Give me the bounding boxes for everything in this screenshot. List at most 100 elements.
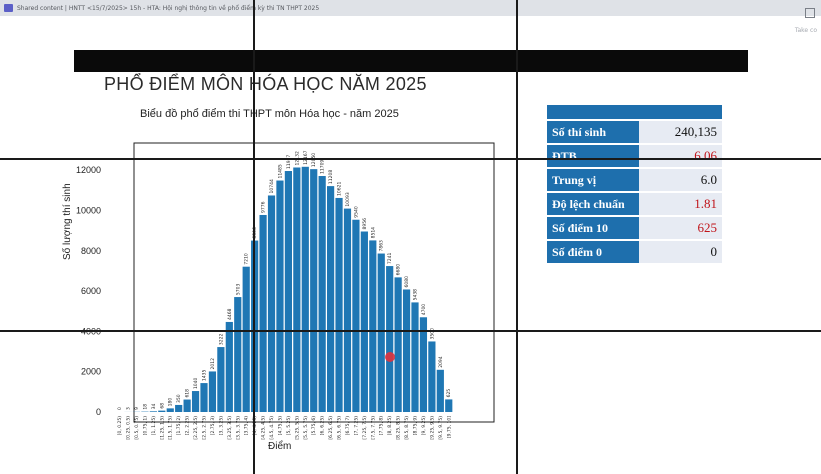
x-tick-label: [3.5, 3.75) xyxy=(235,416,241,440)
x-tick-label: [8.5, 8.75) xyxy=(404,416,410,440)
chart-bar xyxy=(293,167,301,412)
bar-value-label: 7210 xyxy=(244,253,250,265)
chart-bar xyxy=(149,411,157,412)
y-tick-label: 10000 xyxy=(76,205,101,215)
chart-bar xyxy=(369,240,377,412)
stats-label: Số điểm 10 xyxy=(547,216,639,241)
x-tick-label: [4.75, 5) xyxy=(277,416,283,435)
chart-bar xyxy=(419,317,428,412)
chart-x-ticks: [0, 0.25) [0.25, 0.5) [0.5, 0.75) [0.75, 1)… xyxy=(117,416,452,440)
stats-row: Độ lệch chuẩn 1.81 xyxy=(547,192,722,217)
stats-label: Số thí sinh xyxy=(547,120,639,145)
bar-value-label: 8506 xyxy=(252,227,258,239)
bar-value-label: 1435 xyxy=(202,369,208,381)
stats-value: 1.81 xyxy=(639,192,722,217)
bar-value-label: 11208 xyxy=(328,170,334,184)
y-tick-label: 6000 xyxy=(81,286,101,296)
x-tick-label: [2, 2.25) xyxy=(185,416,191,435)
chart-bar xyxy=(411,302,419,412)
bar-value-label: 11485 xyxy=(277,164,283,178)
x-tick-label: [5.75, 6) xyxy=(311,416,317,435)
bar-value-label: 350 xyxy=(176,394,182,403)
bar-value-label: 11709 xyxy=(320,160,326,174)
bar-value-label: 34 xyxy=(151,403,157,409)
bar-value-label: 0 xyxy=(117,407,123,410)
take-control-button[interactable]: Take co xyxy=(794,27,817,34)
bar-value-label: 4468 xyxy=(227,308,233,320)
chart-bar xyxy=(394,277,402,412)
x-tick-label: [2.75, 3) xyxy=(210,416,216,435)
x-tick-label: [3.75, 4) xyxy=(244,416,250,435)
chart-bar xyxy=(377,253,385,412)
x-tick-label: [9, 9.25) xyxy=(421,416,427,435)
bar-value-label: 5703 xyxy=(235,283,241,295)
x-tick-label: [6.75, 7) xyxy=(345,416,351,435)
chart-bar xyxy=(335,197,343,412)
chart-bar xyxy=(327,186,335,412)
monitor-seam-v2 xyxy=(516,0,518,474)
x-tick-label: [2.5, 2.75) xyxy=(202,416,208,440)
bar-value-label: 2012 xyxy=(210,358,216,370)
stats-value: 0 xyxy=(639,240,722,265)
x-tick-label: [8, 8.25) xyxy=(387,416,393,435)
bar-value-label: 1040 xyxy=(193,377,199,389)
x-tick-label: [6, 6.25) xyxy=(320,416,326,435)
chart-bar xyxy=(267,195,276,412)
x-tick-label: [0, 0.25) xyxy=(117,416,123,435)
bar-value-label: 9 xyxy=(134,407,140,410)
chart-bar xyxy=(242,266,250,412)
monitor-seam-h2 xyxy=(0,330,821,332)
x-tick-label: [4.5, 4.75) xyxy=(269,416,275,440)
statistics-table: Số thí sinh 240,135 ĐTB 6.06 Trung vị 6.0 Độ l… xyxy=(547,105,722,265)
chart-bar xyxy=(318,176,326,412)
x-tick-label: [1, 1.25) xyxy=(151,416,157,435)
chart-bar xyxy=(225,321,233,412)
chart-bar xyxy=(436,369,444,412)
x-tick-label: [7.5, 7.75) xyxy=(370,416,376,440)
stats-row: Trung vị 6.0 xyxy=(547,168,722,193)
stats-label: Số điểm 0 xyxy=(547,240,639,265)
bar-value-label: 8956 xyxy=(362,218,368,230)
stats-label: ĐTB xyxy=(547,144,639,169)
monitor-seam-v1 xyxy=(253,0,255,474)
chart-bar xyxy=(386,266,394,412)
bar-value-label: 10093 xyxy=(345,192,351,206)
x-tick-label: [1.25, 1.5) xyxy=(159,416,165,440)
stats-value: 240,135 xyxy=(639,120,722,145)
x-tick-label: [7.25, 7.5) xyxy=(362,416,368,440)
window-titlebar: Shared content | HNTT <15/7/2025> 15h - … xyxy=(0,0,821,16)
x-tick-label: [1.75, 2) xyxy=(176,416,182,435)
chart-title: Biểu đồ phổ điểm thi THPT môn Hóa học - … xyxy=(140,108,399,120)
chart-bar xyxy=(175,404,183,412)
chart-bar xyxy=(208,371,217,412)
x-tick-label: [8.25, 8.5) xyxy=(396,416,402,440)
bar-value-label: 4700 xyxy=(421,304,427,316)
chart-bar xyxy=(343,208,352,412)
x-tick-label: [1.5, 1.75) xyxy=(168,416,174,440)
x-tick-label: [8.75, 9) xyxy=(413,416,419,435)
bar-value-label: 2094 xyxy=(438,356,444,368)
bar-value-label: 3222 xyxy=(218,333,224,345)
bar-value-label: 10621 xyxy=(337,181,343,195)
window-title: Shared content | HNTT <15/7/2025> 15h - … xyxy=(17,4,320,12)
x-tick-label: [5.5, 5.75) xyxy=(303,416,309,440)
x-tick-label: [3.25, 3.5) xyxy=(227,416,233,440)
x-tick-label: [6.25, 6.5) xyxy=(328,416,334,440)
chart-bar xyxy=(259,214,267,412)
bar-value-label: 6680 xyxy=(396,264,402,276)
x-tick-label: [2.25, 2.5) xyxy=(193,416,199,440)
bar-value-label: 7863 xyxy=(379,240,385,252)
bar-value-label: 5438 xyxy=(413,289,419,301)
bar-value-label: 625 xyxy=(446,389,452,398)
bar-value-label: 18 xyxy=(142,404,148,410)
chart-bars xyxy=(124,166,453,412)
x-tick-label: [3, 3.25) xyxy=(218,416,224,435)
chart-x-axis-label: Điểm xyxy=(268,441,292,452)
x-tick-label: [7, 7.25) xyxy=(353,416,359,435)
restore-icon[interactable] xyxy=(805,8,815,18)
chart-bar xyxy=(183,399,191,412)
bar-value-label: 3500 xyxy=(429,328,435,340)
chart-frame xyxy=(133,142,495,423)
y-tick-label: 0 xyxy=(96,407,101,417)
